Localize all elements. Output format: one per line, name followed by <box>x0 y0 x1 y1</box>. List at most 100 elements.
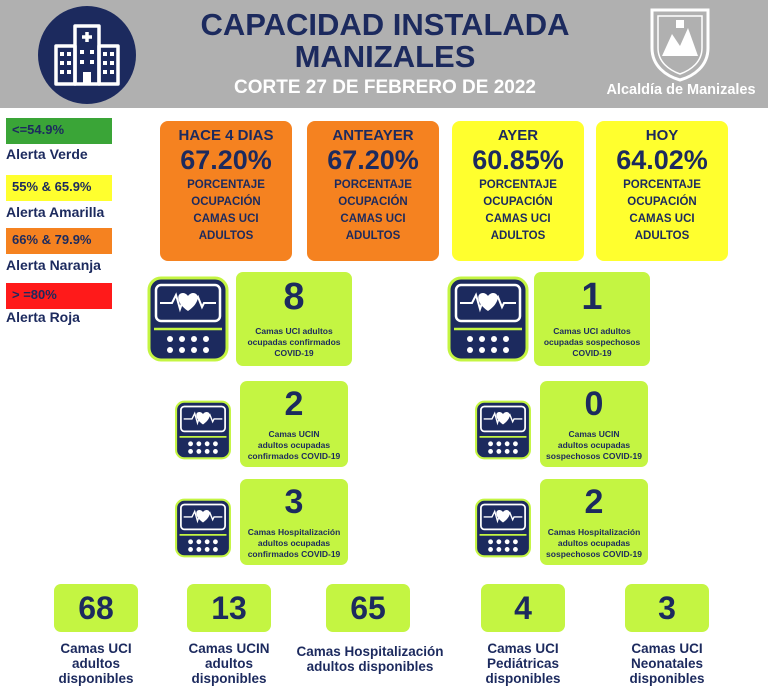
card-desc: ADULTOS <box>490 230 546 242</box>
card-desc: PORCENTAJE <box>479 179 557 191</box>
stat-desc: COVID-19 <box>274 348 314 358</box>
stat-desc: confirmados COVID-19 <box>247 451 341 461</box>
organization-name: Alcaldía de Manizales <box>606 82 756 98</box>
caption-line: adultos <box>71 656 120 671</box>
occupancy-card-today: HOY 64.02% PORCENTAJE OCUPACIÓN CAMAS UC… <box>596 121 728 261</box>
stat-desc: sospechosos COVID-19 <box>546 451 642 461</box>
caption-line: Camas UCI <box>60 641 132 656</box>
stat-desc: adultos ocupadas <box>557 440 631 450</box>
ucin-suspected-box: 0 Camas UCIN adultos ocupadas sospechoso… <box>540 381 648 467</box>
available-uci-ped-box: 4 <box>481 584 565 632</box>
caption-line: adultos disponibles <box>306 659 434 674</box>
legend-orange-range: 66% & 79.9% <box>6 228 112 254</box>
city-shield-logo <box>648 6 712 82</box>
card-value: 67.20% <box>327 145 419 175</box>
card-desc: CAMAS UCI <box>485 213 551 225</box>
occupancy-card-yesterday: AYER 60.85% PORCENTAJE OCUPACIÓN CAMAS U… <box>452 121 584 261</box>
stat-desc: COVID-19 <box>572 348 612 358</box>
card-value: 64.02% <box>616 145 708 175</box>
available-number: 4 <box>514 590 532 626</box>
card-value: 67.20% <box>180 145 272 175</box>
heart-monitor-icon <box>446 275 530 363</box>
caption-line: adultos <box>204 656 253 671</box>
card-value: 60.85% <box>472 145 564 175</box>
card-desc: PORCENTAJE <box>623 179 701 191</box>
hosp-confirmed-box: 3 Camas Hospitalización adultos ocupadas… <box>240 479 348 565</box>
card-desc: OCUPACIÓN <box>627 196 697 208</box>
card-desc: OCUPACIÓN <box>338 196 408 208</box>
stat-number: 0 <box>584 385 604 423</box>
card-label: AYER <box>497 127 539 144</box>
stat-desc: Camas UCI adultos <box>553 326 631 336</box>
heart-monitor-icon <box>146 275 230 363</box>
card-label: HACE 4 DIAS <box>178 127 274 144</box>
shield-icon <box>650 8 710 82</box>
available-uci-box: 68 <box>54 584 138 632</box>
caption-line: Camas UCIN <box>188 641 270 656</box>
available-number: 68 <box>78 590 114 626</box>
caption-line: Pediátricas <box>486 656 560 671</box>
legend-yellow-range: 55% & 65.9% <box>6 175 112 201</box>
card-desc: ADULTOS <box>198 230 254 242</box>
stat-desc: ocupadas confirmados <box>247 337 341 347</box>
available-ucin-caption: Camas UCIN adultos disponibles <box>163 641 295 686</box>
available-number: 65 <box>350 590 386 626</box>
available-number: 3 <box>658 590 676 626</box>
stat-number: 2 <box>584 483 604 521</box>
card-label: HOY <box>645 127 679 144</box>
stat-desc: confirmados COVID-19 <box>247 549 341 559</box>
stat-desc: adultos ocupadas <box>257 538 331 548</box>
date-subtitle: CORTE 27 DE FEBRERO DE 2022 <box>234 77 536 98</box>
card-desc: ADULTOS <box>634 230 690 242</box>
uci-suspected-box: 1 Camas UCI adultos ocupadas sospechosos… <box>534 272 650 366</box>
stat-desc: adultos ocupadas <box>557 538 631 548</box>
stat-desc: Camas Hospitalización <box>547 527 641 537</box>
card-desc: ADULTOS <box>345 230 401 242</box>
legend-green-label: Alerta Verde <box>6 146 88 162</box>
occupancy-card-day-before-yesterday: ANTEAYER 67.20% PORCENTAJE OCUPACIÓN CAM… <box>307 121 439 261</box>
available-hosp-box: 65 <box>326 584 410 632</box>
stat-desc: Camas Hospitalización <box>247 527 341 537</box>
legend-green-range: <=54.9% <box>6 118 112 144</box>
caption-line: disponibles <box>58 671 134 686</box>
legend-red-range: > =80% <box>6 283 112 309</box>
uci-confirmed-box: 8 Camas UCI adultos ocupadas confirmados… <box>236 272 352 366</box>
card-desc: CAMAS UCI <box>629 213 695 225</box>
card-desc: CAMAS UCI <box>193 213 259 225</box>
available-hosp-caption: Camas Hospitalización adultos disponible… <box>278 644 462 674</box>
stat-desc: ocupadas sospechosos <box>543 337 641 347</box>
stat-desc: sospechosos COVID-19 <box>546 549 642 559</box>
card-desc: PORCENTAJE <box>334 179 412 191</box>
card-desc: CAMAS UCI <box>340 213 406 225</box>
heart-monitor-icon <box>174 496 232 560</box>
stat-number: 1 <box>581 276 603 318</box>
stat-desc: Camas UCIN <box>568 429 620 439</box>
heart-monitor-icon <box>174 398 232 462</box>
hospital-icon <box>54 24 120 86</box>
occupancy-card-4-days-ago: HACE 4 DIAS 67.20% PORCENTAJE OCUPACIÓN … <box>160 121 292 261</box>
available-uci-neo-box: 3 <box>625 584 709 632</box>
heart-monitor-icon <box>474 398 532 462</box>
legend-orange-label: Alerta Naranja <box>6 257 101 273</box>
card-desc: PORCENTAJE <box>187 179 265 191</box>
card-desc: OCUPACIÓN <box>483 196 553 208</box>
available-uci-caption: Camas UCI adultos disponibles <box>30 641 162 686</box>
caption-line: disponibles <box>629 671 705 686</box>
hospital-logo <box>38 6 136 104</box>
legend-red-label: Alerta Roja <box>6 309 80 325</box>
legend-yellow-label: Alerta Amarilla <box>6 204 105 220</box>
stat-desc: adultos ocupadas <box>257 440 331 450</box>
caption-line: Neonatales <box>630 656 704 671</box>
hosp-suspected-box: 2 Camas Hospitalización adultos ocupadas… <box>540 479 648 565</box>
available-uci-ped-caption: Camas UCI Pediátricas disponibles <box>457 641 589 686</box>
caption-line: Camas Hospitalización <box>296 644 444 659</box>
title-line-1: CAPACIDAD INSTALADA <box>200 7 570 42</box>
caption-line: disponibles <box>191 671 267 686</box>
stat-desc: Camas UCI adultos <box>255 326 333 336</box>
card-label: ANTEAYER <box>332 127 414 144</box>
stat-number: 3 <box>284 483 304 521</box>
stat-number: 2 <box>284 385 304 423</box>
stat-desc: Camas UCIN <box>268 429 320 439</box>
card-desc: OCUPACIÓN <box>191 196 261 208</box>
ucin-confirmed-box: 2 Camas UCIN adultos ocupadas confirmado… <box>240 381 348 467</box>
